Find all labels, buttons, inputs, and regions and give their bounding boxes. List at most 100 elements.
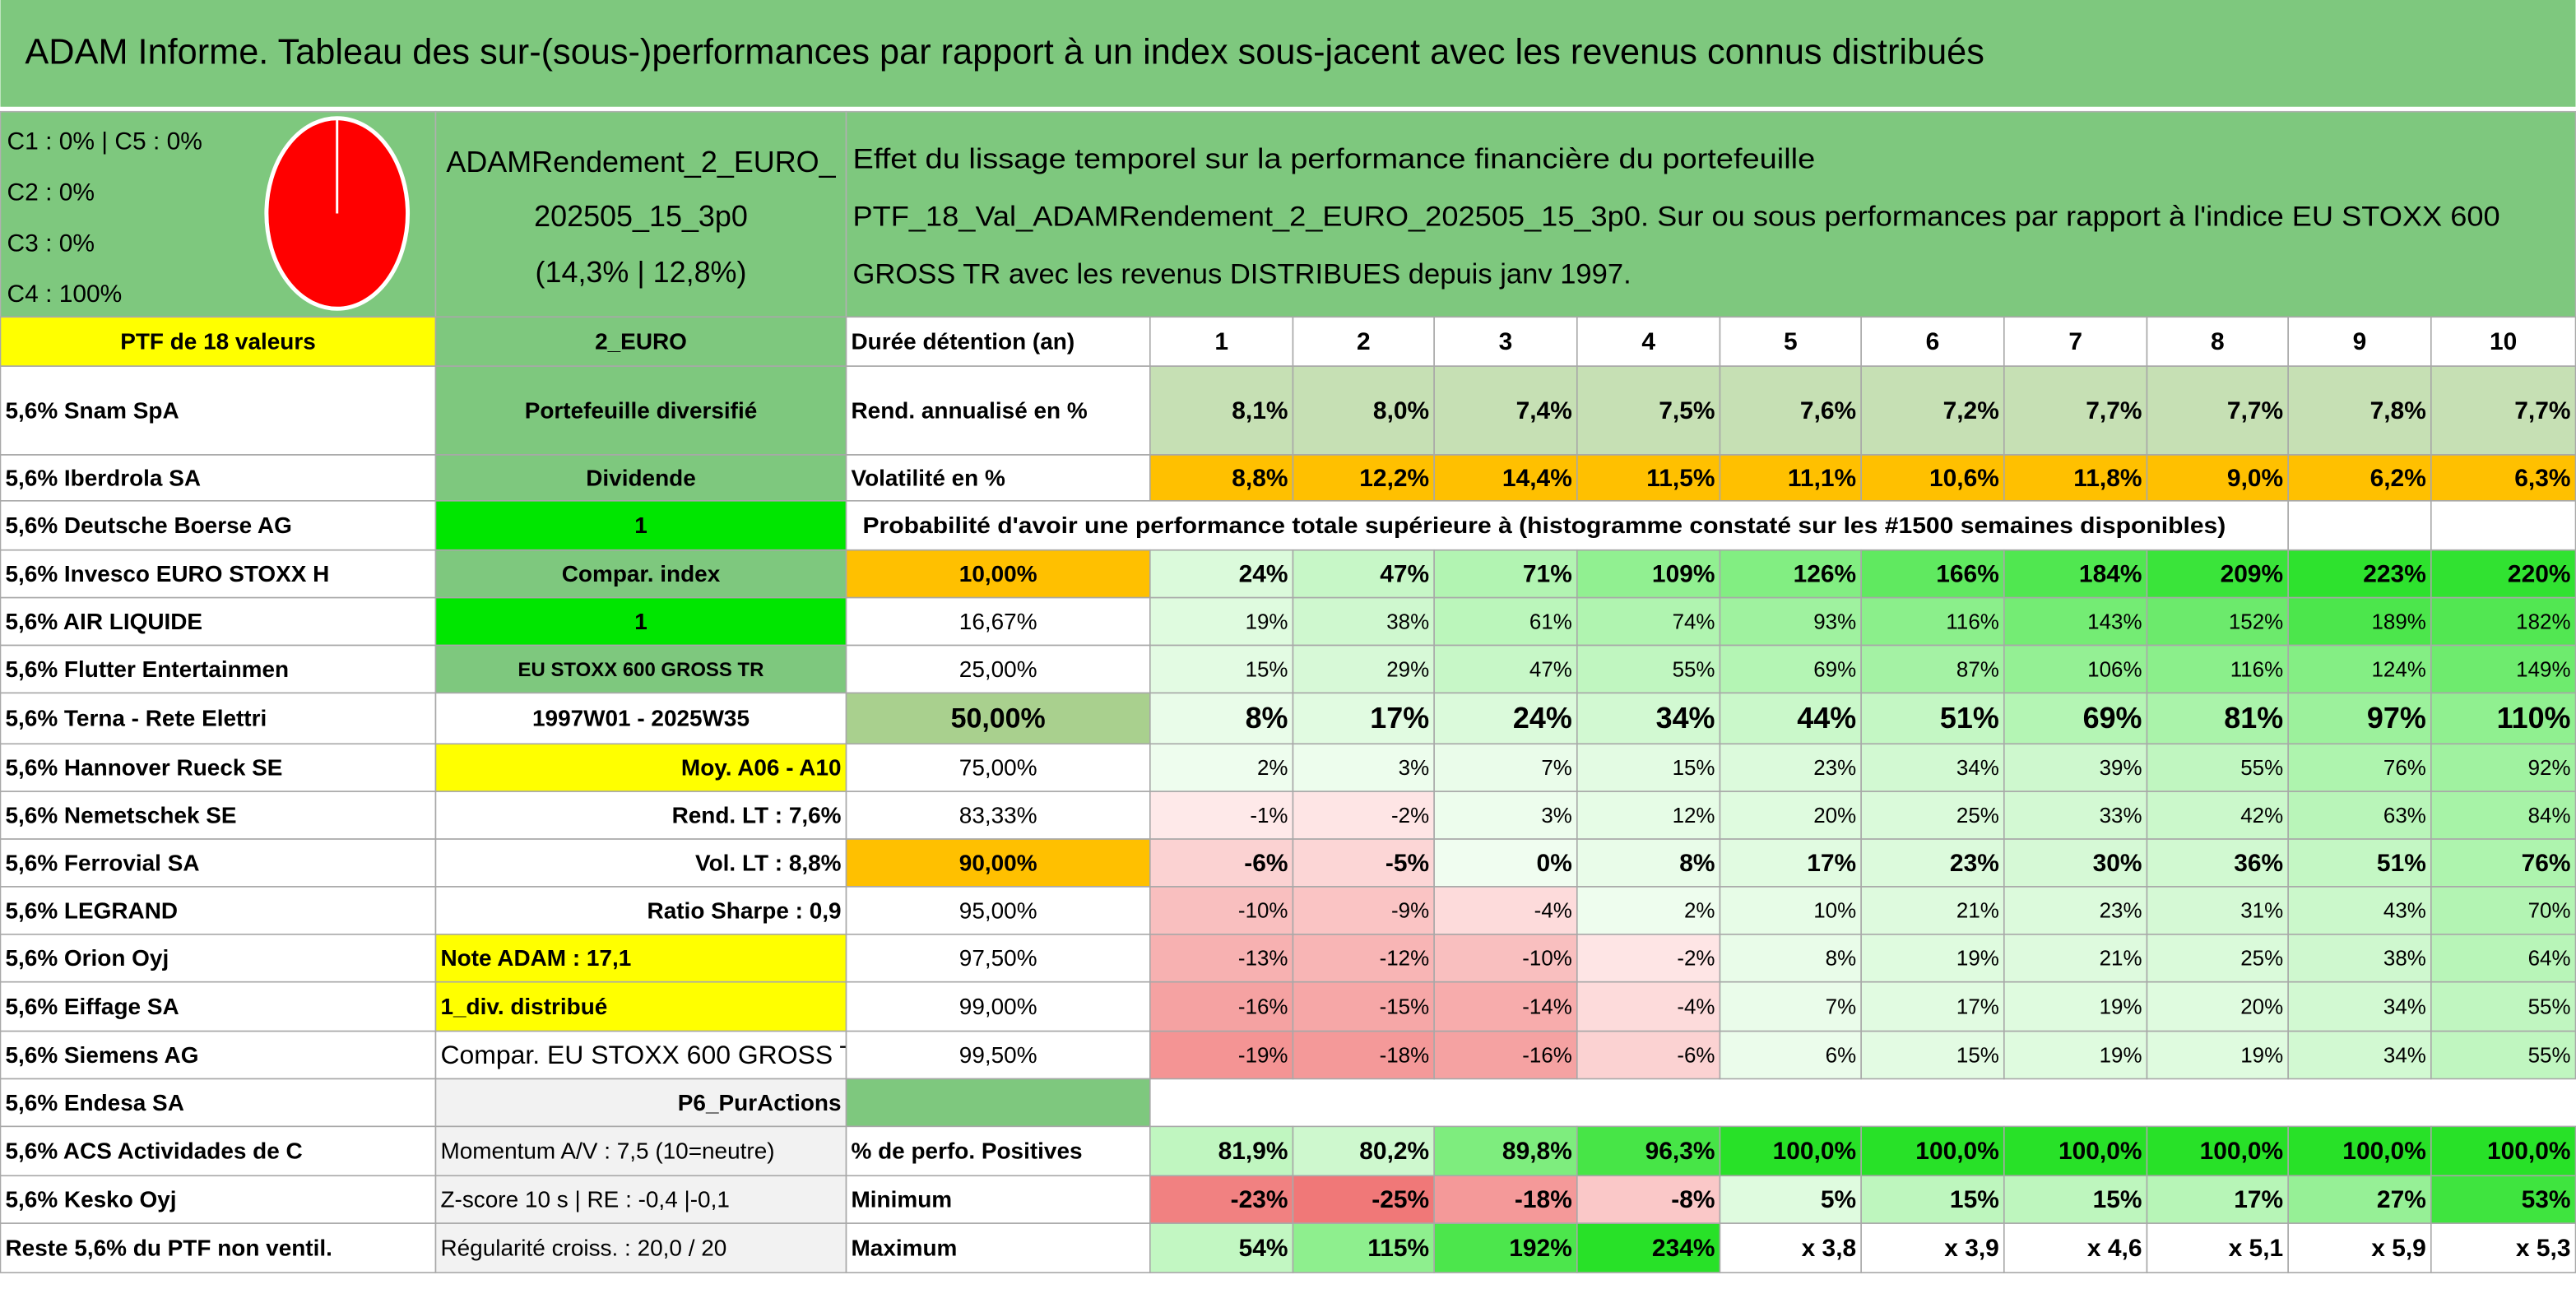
- value-cell: -12%: [1380, 948, 1430, 971]
- value-cell: 76%: [2522, 850, 2571, 877]
- cell: [1860, 743, 2005, 792]
- value-cell: 11,1%: [1788, 465, 1856, 492]
- info-label: EU STOXX 600 GROSS TR: [518, 659, 764, 681]
- column-header: 3: [1499, 328, 1513, 355]
- cell: [2146, 316, 2289, 367]
- value-cell: 126%: [1794, 561, 1857, 588]
- value-cell: -5%: [1385, 850, 1429, 877]
- holding-label: 5,6% LEGRAND: [5, 897, 178, 923]
- value-cell: 31%: [2240, 900, 2283, 923]
- cell: [2287, 1175, 2432, 1224]
- value-cell: -9%: [1391, 900, 1429, 923]
- row-label: Minimum: [852, 1187, 953, 1212]
- cell: [2003, 644, 2148, 694]
- value-cell: 17%: [2234, 1186, 2283, 1213]
- row-label: 16,67%: [959, 609, 1037, 634]
- cell: [1576, 1125, 1721, 1177]
- cell: [1292, 596, 1435, 647]
- cell: [0, 316, 437, 367]
- value-cell: 15%: [1950, 1186, 1999, 1213]
- cell: [1719, 791, 1862, 840]
- cell: [1149, 1222, 1294, 1273]
- cell: [2146, 981, 2289, 1032]
- value-cell: 23%: [1950, 850, 1999, 877]
- value-cell: -6%: [1677, 1044, 1715, 1067]
- cell: [1719, 644, 1862, 694]
- cell: [0, 1175, 437, 1224]
- allocation-line: C4 : 100%: [7, 281, 122, 308]
- cell: [0, 791, 437, 840]
- holding-label: 5,6% Flutter Entertainmen: [5, 656, 289, 682]
- cell: [845, 838, 1151, 888]
- value-cell: -10%: [1238, 900, 1288, 923]
- value-cell: 17%: [1370, 701, 1429, 735]
- value-cell: -19%: [1238, 1044, 1288, 1067]
- cell: [2430, 692, 2576, 745]
- value-cell: 81,9%: [1218, 1138, 1288, 1165]
- value-cell: 20%: [2240, 996, 2283, 1019]
- cell: [1860, 934, 2005, 983]
- row-label: 75,00%: [959, 755, 1037, 781]
- cell: [1149, 838, 1294, 888]
- value-cell: -25%: [1372, 1186, 1429, 1213]
- cell: [2287, 316, 2432, 367]
- cell: [1860, 365, 2005, 456]
- cell: [1576, 316, 1721, 367]
- column-header: 10: [2490, 328, 2517, 355]
- cell: [1576, 549, 1721, 599]
- value-cell: 220%: [2508, 561, 2571, 588]
- cell: [2430, 743, 2576, 792]
- holding-label: 5,6% Orion Oyj: [5, 945, 169, 971]
- info-label: 1: [634, 512, 647, 538]
- value-cell: 84%: [2528, 804, 2571, 828]
- value-cell: 7,7%: [2227, 397, 2283, 424]
- cell: [1860, 981, 2005, 1032]
- value-cell: 76%: [2383, 757, 2426, 780]
- description-line: GROSS TR avec les revenus DISTRIBUES dep…: [853, 258, 1631, 290]
- value-cell: 19%: [1956, 948, 1999, 971]
- row-label: 50,00%: [951, 702, 1046, 734]
- value-cell: 93%: [1813, 610, 1856, 633]
- cell: [2146, 549, 2289, 599]
- value-cell: x 4,6: [2087, 1235, 2142, 1262]
- cell: [1292, 692, 1435, 745]
- value-cell: 10%: [1813, 900, 1856, 923]
- info-label: 2_EURO: [595, 329, 687, 355]
- value-cell: 61%: [1529, 610, 1572, 633]
- value-cell: 19%: [2100, 1044, 2142, 1067]
- holding-label: 5,6% Endesa SA: [5, 1090, 183, 1115]
- value-cell: -4%: [1534, 900, 1572, 923]
- holding-label: 5,6% Hannover Rueck SE: [5, 755, 282, 781]
- value-cell: -8%: [1671, 1186, 1715, 1213]
- row-label: 25,00%: [959, 656, 1037, 682]
- value-cell: 17%: [1807, 850, 1856, 877]
- value-cell: -16%: [1238, 996, 1288, 1019]
- value-cell: 124%: [2372, 658, 2426, 681]
- value-cell: 3%: [1541, 804, 1572, 828]
- cell: [1860, 549, 2005, 599]
- value-cell: -6%: [1244, 850, 1288, 877]
- value-cell: 34%: [1656, 701, 1715, 735]
- value-cell: -15%: [1380, 996, 1430, 1019]
- value-cell: 55%: [2528, 1044, 2571, 1067]
- cell: [1860, 1175, 2005, 1224]
- value-cell: -23%: [1231, 1186, 1288, 1213]
- value-cell: 29%: [1386, 658, 1429, 681]
- value-cell: 15%: [1246, 658, 1288, 681]
- value-cell: 87%: [1956, 658, 1999, 681]
- value-cell: 43%: [2383, 900, 2426, 923]
- holding-label: 5,6% Eiffage SA: [5, 994, 179, 1019]
- cell: [1292, 365, 1435, 456]
- holding-label: 5,6% Terna - Rete Elettri: [5, 706, 267, 731]
- cell: [2146, 692, 2289, 745]
- cell: [0, 549, 437, 599]
- cell: [1149, 981, 1294, 1032]
- info-label: Note ADAM : 17,1: [440, 945, 631, 971]
- info-label: 1: [634, 609, 647, 634]
- value-cell: 8%: [1679, 850, 1715, 877]
- cell: [434, 791, 847, 840]
- row-label: 99,00%: [959, 994, 1037, 1019]
- value-cell: 100,0%: [2058, 1138, 2142, 1165]
